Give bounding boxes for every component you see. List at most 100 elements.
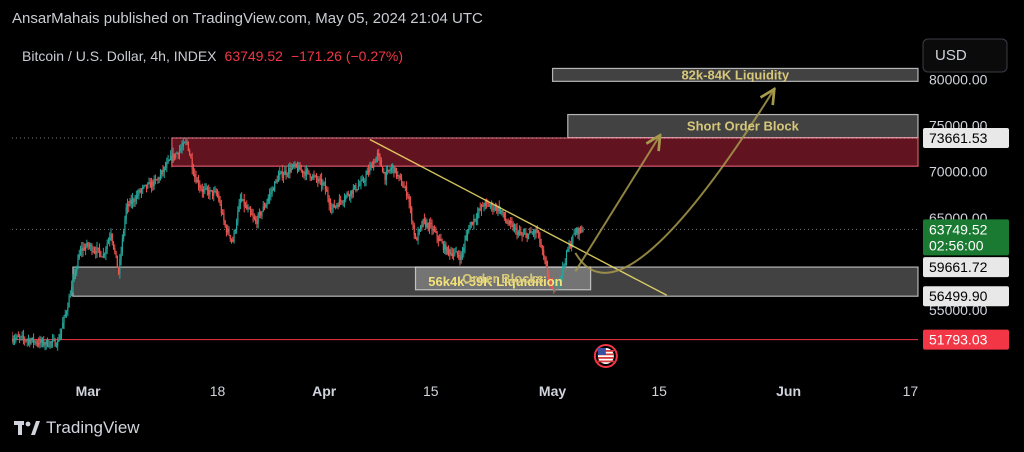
candle	[77, 257, 79, 268]
candle	[230, 238, 233, 240]
candle	[167, 160, 169, 163]
candle	[164, 167, 167, 169]
candle	[357, 185, 360, 190]
candle	[343, 199, 346, 202]
candle	[55, 346, 58, 348]
time-tick-6: Jun	[776, 383, 801, 399]
candle	[408, 196, 410, 203]
candle	[279, 173, 281, 176]
candle	[360, 180, 362, 185]
candle	[562, 266, 564, 276]
candle	[239, 198, 242, 204]
candle	[554, 285, 556, 292]
candle	[244, 205, 247, 207]
price-chart[interactable]: 82k-84K Liquidity Short Order Block 56k4k-…	[11, 34, 1012, 406]
candle	[482, 205, 484, 207]
time-tick-3: 15	[423, 383, 439, 399]
us-flag-icon	[597, 348, 614, 364]
candle	[257, 214, 259, 224]
candle	[439, 238, 441, 241]
candle	[527, 233, 530, 239]
zone-2	[171, 137, 919, 167]
currency-button[interactable]: USD	[922, 38, 1008, 73]
candle	[284, 170, 286, 175]
candle	[238, 203, 240, 212]
candle	[44, 344, 46, 346]
candle	[512, 224, 514, 231]
footer-brand[interactable]: TradingView	[14, 418, 140, 438]
time-axis[interactable]: Mar 18 Apr 15 May 15 Jun 17	[76, 383, 919, 399]
candle	[403, 187, 405, 189]
candle	[331, 208, 333, 210]
price-axis[interactable]: 80000.0075000.0070000.0065000.0060000.00…	[929, 72, 988, 319]
candle	[38, 343, 40, 345]
candle	[355, 185, 357, 191]
candle	[435, 231, 437, 233]
candle	[232, 239, 234, 242]
candle	[209, 190, 211, 195]
candle	[564, 262, 566, 265]
candle	[153, 178, 155, 187]
candle	[261, 211, 263, 216]
candle	[313, 175, 315, 177]
candle	[548, 274, 550, 280]
candle	[475, 218, 478, 220]
event-marker[interactable]	[593, 344, 618, 368]
candle	[505, 217, 507, 221]
candle	[104, 253, 106, 255]
candle	[539, 233, 541, 244]
candle	[336, 205, 338, 207]
candle	[501, 210, 503, 213]
candle	[170, 156, 172, 161]
candle	[431, 223, 433, 231]
candle	[177, 152, 179, 155]
candle	[82, 247, 84, 251]
candle	[416, 238, 418, 241]
candle	[369, 167, 371, 173]
flag-canton	[597, 348, 606, 355]
candle	[187, 141, 189, 151]
candle	[218, 194, 220, 202]
candle	[126, 204, 129, 208]
candle	[163, 167, 165, 173]
candle	[454, 252, 456, 255]
candle	[352, 188, 354, 194]
candle	[535, 230, 537, 233]
candle	[216, 193, 219, 195]
candle	[237, 211, 239, 223]
chart-panel[interactable]: 82k-84K Liquidity Short Order Block 56k4k-…	[11, 34, 1012, 406]
candle	[468, 229, 470, 232]
candle	[220, 203, 222, 213]
price-tick-0: 80000.00	[929, 72, 988, 88]
candle	[291, 164, 294, 168]
candle	[125, 207, 127, 220]
candle	[563, 264, 565, 267]
price-tag-bg-3	[923, 286, 1009, 307]
candle	[140, 189, 143, 193]
candle	[407, 196, 409, 198]
time-tick-2: Apr	[312, 383, 337, 399]
candle	[64, 314, 66, 317]
candle	[40, 339, 42, 343]
candle	[224, 220, 226, 227]
candle	[255, 219, 257, 222]
candle	[346, 193, 348, 196]
candle	[106, 243, 108, 250]
candle	[487, 202, 489, 204]
candle	[417, 231, 419, 241]
candle	[430, 222, 432, 224]
candle	[312, 175, 314, 179]
price-tag-bg-1	[923, 219, 1009, 256]
zone-label-3: 56k4k-59K Liquidition	[428, 274, 562, 289]
candle	[219, 201, 221, 204]
candle	[503, 212, 505, 218]
candle	[214, 191, 216, 193]
candle	[484, 201, 486, 207]
candle	[381, 166, 384, 173]
candle	[147, 183, 149, 188]
candle	[298, 165, 300, 172]
candle	[373, 161, 375, 169]
candle	[422, 218, 424, 227]
candle	[25, 340, 27, 342]
candle	[139, 190, 141, 193]
